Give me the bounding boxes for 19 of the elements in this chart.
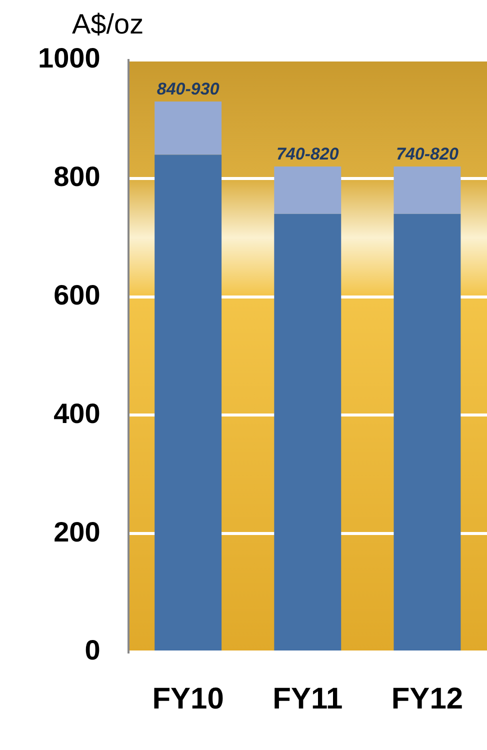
bar <box>154 154 222 650</box>
bar <box>394 166 461 214</box>
bar <box>154 101 222 155</box>
y-axis-title: A$/oz <box>72 8 144 40</box>
y-tick-label: 200 <box>54 516 100 548</box>
y-tick-label: 800 <box>54 161 100 192</box>
bar <box>274 166 342 214</box>
data-label: 740-820 <box>276 144 340 164</box>
x-tick-label: FY12 <box>391 682 464 716</box>
bar <box>274 214 342 650</box>
bar <box>394 214 461 650</box>
x-tick-label: FY11 <box>272 682 343 716</box>
y-tick-label: 400 <box>54 398 100 429</box>
x-tick-label: FY10 <box>152 682 224 716</box>
data-label: 840-930 <box>156 80 220 99</box>
y-tick-label: 0 <box>84 634 100 666</box>
data-label: 740-820 <box>396 144 459 164</box>
y-tick-label: 600 <box>54 280 100 311</box>
y-tick-label: 1000 <box>38 42 100 74</box>
